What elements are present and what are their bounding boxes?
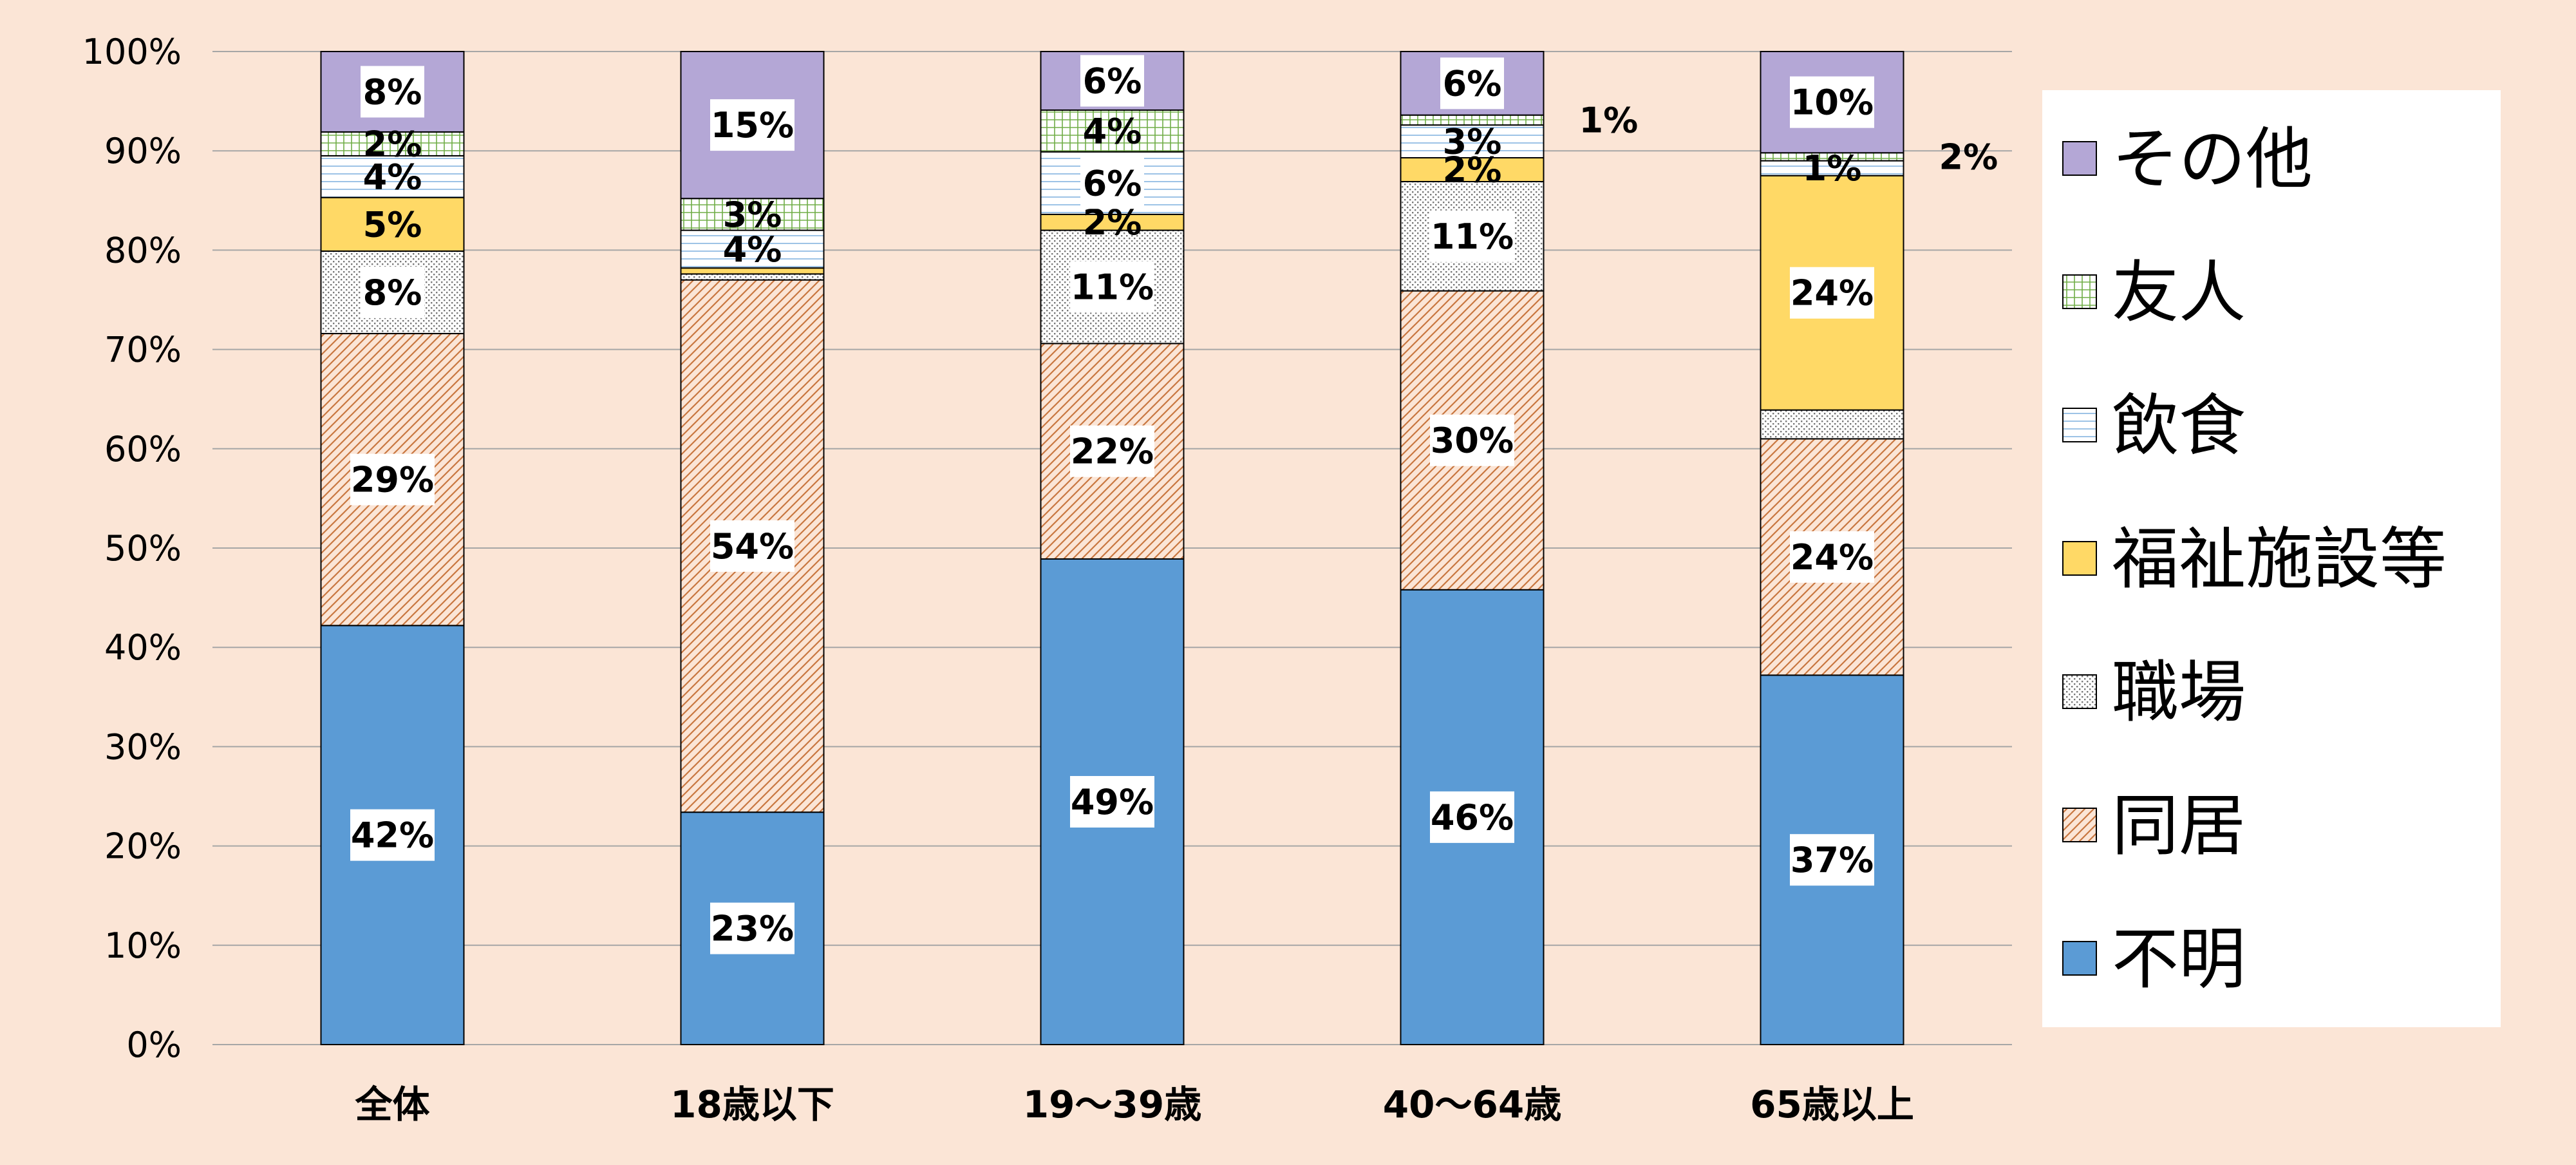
bar-segment	[1760, 409, 1904, 440]
data-label-box	[1430, 791, 1514, 843]
bar-segment	[680, 229, 825, 269]
data-label-box	[1790, 834, 1874, 886]
data-label: 10%	[1791, 82, 1874, 123]
bar-segment	[680, 198, 825, 231]
data-label: 6%	[1443, 63, 1502, 104]
y-tick-label: 60%	[104, 429, 182, 469]
data-label: 6%	[1083, 163, 1142, 204]
legend-swatch	[2062, 674, 2097, 709]
data-label: 6%	[1083, 61, 1142, 101]
data-label-box	[710, 902, 794, 954]
y-tick-label: 0%	[126, 1025, 182, 1065]
data-label-box	[1790, 267, 1874, 319]
data-label: 8%	[363, 71, 422, 112]
data-label: 5%	[363, 204, 422, 245]
legend-label: 飲食	[2112, 386, 2246, 465]
data-label-box	[1080, 157, 1144, 209]
data-label: 1%	[1579, 100, 1639, 140]
data-label-box	[710, 99, 794, 151]
legend-swatch	[2062, 141, 2097, 176]
data-label-box	[1070, 261, 1154, 313]
data-label: 4%	[1083, 111, 1142, 151]
legend-label: 職場	[2112, 653, 2246, 732]
data-label: 8%	[363, 272, 422, 313]
legend-swatch	[2062, 941, 2097, 976]
data-label-box	[1070, 775, 1154, 828]
y-tick-label: 90%	[104, 131, 182, 171]
legend-swatch	[2062, 541, 2097, 576]
y-tick-label: 50%	[104, 528, 182, 569]
y-tick-label: 30%	[104, 726, 182, 767]
legend-label: 不明	[2112, 920, 2246, 998]
data-label: 37%	[1791, 840, 1874, 880]
x-category-label: 40～64歳	[1383, 1083, 1561, 1126]
x-category-label: 全体	[354, 1083, 429, 1126]
y-tick-label: 10%	[104, 925, 182, 966]
data-label-box	[1080, 55, 1144, 107]
y-tick-label: 40%	[104, 627, 182, 668]
data-label: 2%	[363, 124, 422, 164]
data-label: 24%	[1791, 273, 1874, 314]
data-label-box	[1440, 57, 1504, 109]
data-label: 15%	[711, 105, 794, 146]
data-label: 42%	[351, 815, 434, 856]
data-label: 49%	[1071, 782, 1154, 822]
data-label: 22%	[1071, 431, 1154, 472]
data-label-box	[1430, 414, 1514, 466]
legend-swatch	[2062, 274, 2097, 309]
bar-segment	[1040, 213, 1185, 231]
y-tick-label: 70%	[104, 330, 182, 370]
data-labels: 42%29%8%5%4%2%8%23%54%4%3%15%49%22%11%2%…	[350, 55, 1998, 954]
data-label-box	[1430, 210, 1514, 262]
data-label-box	[361, 66, 424, 118]
y-tick-label: 20%	[104, 826, 182, 867]
x-category-label: 18歳以下	[670, 1083, 834, 1126]
x-category-label: 19～39歳	[1023, 1083, 1201, 1126]
data-label-box	[1790, 531, 1874, 583]
data-label: 4%	[723, 229, 782, 270]
bar-segment	[320, 155, 465, 198]
bar-segment	[1400, 124, 1545, 158]
bar-segment	[680, 273, 825, 281]
data-label: 1%	[1803, 148, 1862, 189]
x-axis: 全体 18歳以下 19～39歳 40～64歳 65歳以上	[354, 1083, 1913, 1126]
data-label: 3%	[723, 194, 782, 235]
legend-label: 友人	[2112, 253, 2246, 332]
legend-label: 福祉施設等	[2112, 520, 2447, 598]
data-label: 54%	[711, 526, 794, 567]
data-label: 24%	[1791, 537, 1874, 578]
data-label-box	[350, 809, 435, 861]
legend-swatch	[2062, 808, 2097, 842]
bar-segment	[320, 196, 465, 252]
data-label-box	[1790, 76, 1874, 128]
data-label-box	[710, 520, 794, 572]
y-tick-label: 80%	[104, 230, 182, 270]
data-label: 29%	[351, 460, 434, 500]
data-label: 46%	[1431, 797, 1514, 838]
legend-label: 同居	[2112, 786, 2246, 865]
data-label: 2%	[1443, 149, 1502, 190]
data-label-box	[361, 266, 424, 318]
legend-swatch	[2062, 408, 2097, 442]
data-label: 11%	[1071, 267, 1154, 307]
y-tick-label: 100%	[82, 32, 182, 72]
y-axis: 0% 10% 20% 30% 40% 50% 60% 70% 80% 90% 100%	[82, 32, 182, 1065]
data-label: 3%	[1443, 122, 1502, 162]
data-label-box	[350, 453, 435, 506]
data-label: 4%	[363, 156, 422, 197]
legend-label: その他	[2112, 120, 2313, 198]
x-category-label: 65歳以上	[1750, 1083, 1914, 1126]
data-label: 2%	[1939, 137, 1998, 177]
data-label: 23%	[711, 909, 794, 949]
data-label: 2%	[1083, 202, 1142, 243]
bar-segment	[320, 51, 465, 133]
data-label: 30%	[1431, 421, 1514, 461]
legend-box	[2042, 90, 2501, 1027]
data-label-box	[1070, 425, 1154, 477]
data-label: 11%	[1431, 216, 1514, 257]
